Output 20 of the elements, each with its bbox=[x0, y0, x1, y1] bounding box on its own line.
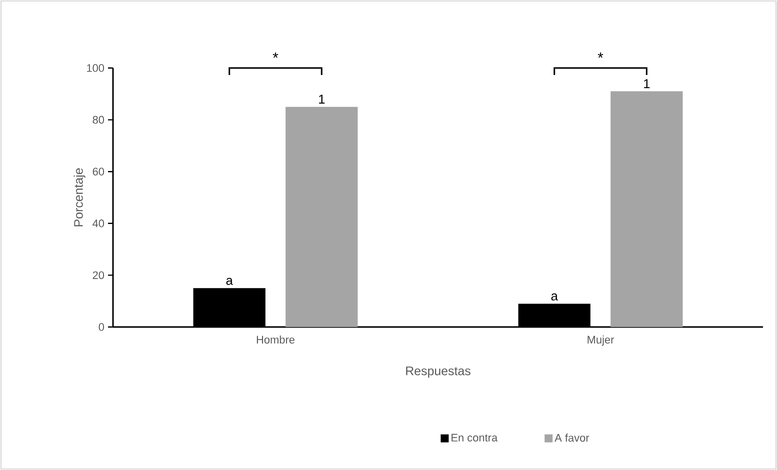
y-tick-label: 40 bbox=[92, 220, 104, 228]
annotation: a bbox=[551, 293, 558, 300]
legend-label: En contra bbox=[452, 434, 498, 442]
text: * bbox=[272, 52, 278, 58]
y-tick-label: 0 bbox=[98, 323, 104, 331]
annotation: a bbox=[226, 278, 233, 285]
x-axis-title: Respuestas bbox=[406, 366, 470, 378]
annotation: 1 bbox=[319, 94, 325, 104]
bar bbox=[610, 91, 683, 327]
text: * bbox=[598, 52, 604, 58]
x-tick-label: Hombre bbox=[256, 336, 294, 344]
y-axis-title: Porcentaje bbox=[74, 168, 86, 226]
annotation: 1 bbox=[644, 79, 650, 88]
x-tick-label: Mujer bbox=[588, 336, 614, 346]
y-tick-label: 100 bbox=[87, 64, 104, 72]
y-tick-label: 80 bbox=[92, 116, 104, 124]
y-tick-label: 60 bbox=[92, 168, 104, 176]
legend-label: A favor bbox=[554, 434, 590, 442]
y-tick-label: 20 bbox=[92, 271, 104, 280]
bar bbox=[286, 106, 358, 327]
